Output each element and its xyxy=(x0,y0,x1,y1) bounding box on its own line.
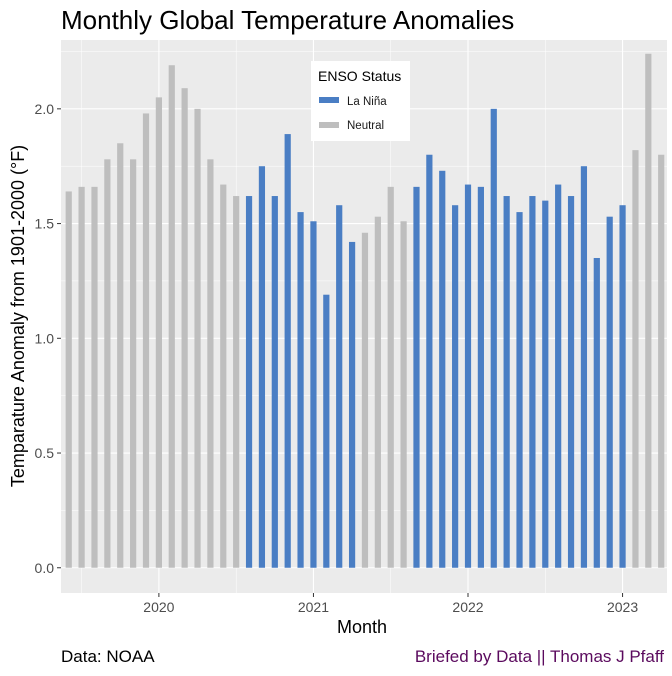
bars-layer xyxy=(65,53,665,568)
legend-label-la-nina: La Niña xyxy=(347,96,387,108)
bar-2021-07 xyxy=(387,186,394,568)
y-axis: 0.0 0.5 1.0 1.5 2.0 xyxy=(35,101,61,576)
bar-2020-04 xyxy=(194,108,201,568)
bar-2019-10 xyxy=(117,143,124,568)
bar-2022-12 xyxy=(606,216,613,568)
y-tick-label: 2.0 xyxy=(35,101,55,117)
bar-2021-04 xyxy=(348,241,356,568)
chart-title: Monthly Global Temperature Anomalies xyxy=(61,5,514,35)
bar-2019-07 xyxy=(78,186,85,568)
legend: ENSO Status La Niña Neutral xyxy=(311,61,410,141)
bar-2023-01 xyxy=(619,205,626,568)
bar-2022-03 xyxy=(490,108,497,568)
bar-2021-08 xyxy=(400,221,407,568)
legend-title: ENSO Status xyxy=(318,68,401,84)
legend-swatch-neutral xyxy=(319,122,339,128)
bar-2022-06 xyxy=(529,196,536,568)
bar-2022-11 xyxy=(593,257,600,568)
bar-2021-05 xyxy=(361,232,369,568)
bar-2022-01 xyxy=(464,184,472,568)
bar-2020-01 xyxy=(155,97,162,568)
bar-2021-02 xyxy=(323,294,330,568)
bar-2019-08 xyxy=(91,186,98,568)
bar-2023-03 xyxy=(645,53,652,568)
bar-2022-10 xyxy=(580,166,588,568)
x-tick-label: 2023 xyxy=(607,599,638,615)
bar-2022-09 xyxy=(567,196,575,568)
x-tick-label: 2021 xyxy=(298,599,329,615)
bar-2019-12 xyxy=(142,113,150,568)
bar-2021-10 xyxy=(426,154,433,568)
bar-2021-11 xyxy=(439,170,446,568)
bar-2020-02 xyxy=(168,65,175,568)
bar-2020-06 xyxy=(220,184,227,568)
bar-2020-05 xyxy=(207,159,214,568)
bar-2022-02 xyxy=(477,186,484,568)
x-axis: 2020 2021 2022 2023 xyxy=(143,593,638,615)
bar-2020-07 xyxy=(233,196,240,568)
bar-2020-08 xyxy=(245,196,253,568)
legend-label-neutral: Neutral xyxy=(347,120,384,132)
y-tick-label: 0.5 xyxy=(35,445,55,461)
bar-2020-03 xyxy=(181,88,188,568)
bar-2022-04 xyxy=(503,196,510,568)
bar-2023-04 xyxy=(658,154,665,568)
x-tick-label: 2020 xyxy=(143,599,174,615)
bar-2020-12 xyxy=(297,212,304,568)
y-axis-label: Temparature Anomaly from 1901-2000 (°F) xyxy=(8,145,28,487)
bar-2022-08 xyxy=(555,184,562,568)
x-tick-label: 2022 xyxy=(452,599,483,615)
bar-2019-11 xyxy=(130,159,137,568)
bar-2019-09 xyxy=(104,159,111,568)
bar-2020-10 xyxy=(271,196,278,568)
bar-2022-05 xyxy=(516,212,523,568)
bar-2019-06 xyxy=(65,191,72,568)
y-tick-label: 1.5 xyxy=(35,216,55,232)
bar-2020-09 xyxy=(258,166,266,568)
legend-swatch-la-nina xyxy=(319,97,339,103)
bar-2021-09 xyxy=(413,186,420,568)
bar-2021-01 xyxy=(310,221,317,568)
bar-2021-06 xyxy=(374,216,381,568)
x-axis-label: Month xyxy=(337,617,387,637)
bar-2021-03 xyxy=(336,205,343,568)
y-tick-label: 1.0 xyxy=(35,330,55,346)
bar-2020-11 xyxy=(284,134,291,568)
data-source-caption: Data: NOAA xyxy=(61,647,155,666)
bar-2023-02 xyxy=(632,150,639,568)
bar-2022-07 xyxy=(542,200,549,568)
y-tick-label: 0.0 xyxy=(35,560,55,576)
credit-caption: Briefed by Data || Thomas J Pfaff xyxy=(415,647,664,666)
bar-2021-12 xyxy=(452,205,459,568)
